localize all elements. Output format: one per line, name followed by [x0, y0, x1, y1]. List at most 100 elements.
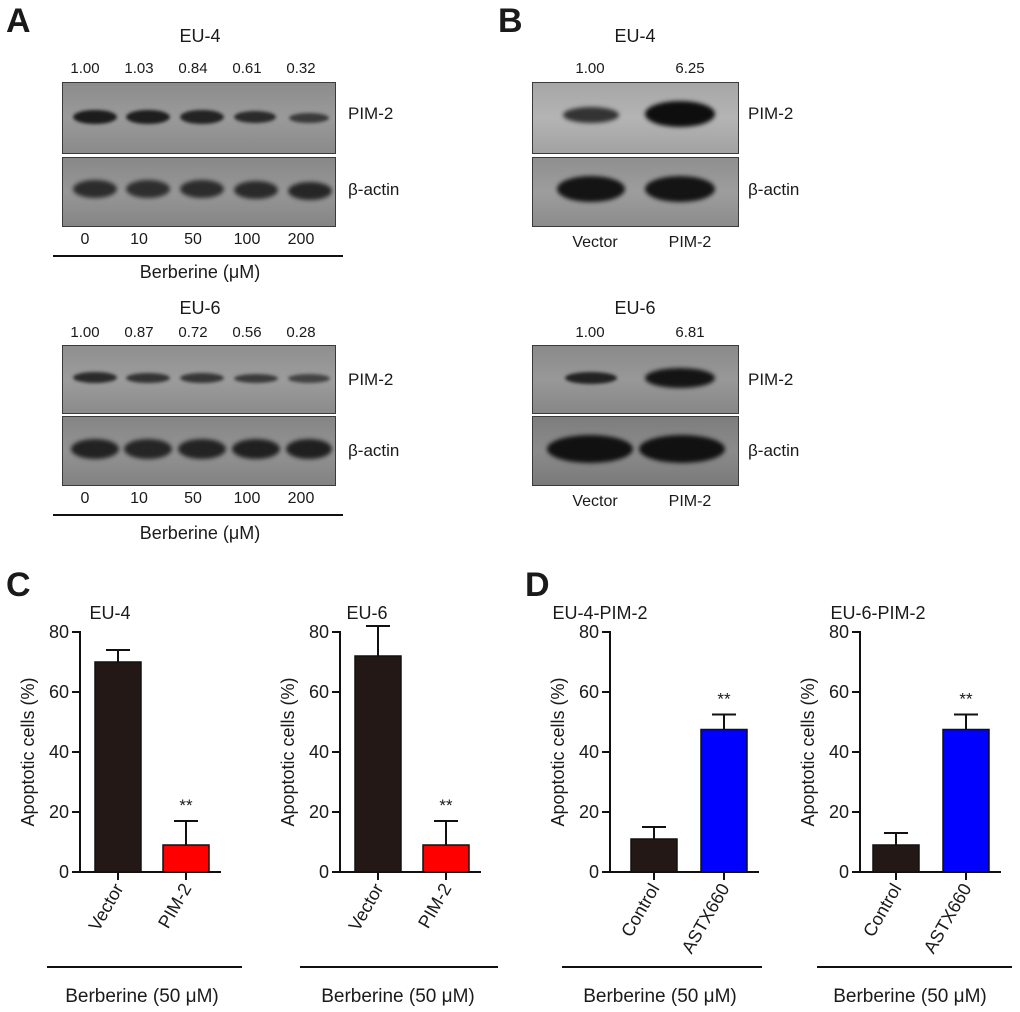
chart-title: EU-4: [89, 603, 130, 623]
chart-title: EU-4-PIM-2: [552, 603, 647, 623]
x-caption: Berberine (50 μM): [65, 986, 219, 1007]
x-tick-label: ASTX660: [678, 880, 734, 957]
bar-chart-eu6: EU-6 0 20 40 60 80 Apoptotic cells (%) Vector **…: [278, 603, 498, 1007]
x-tick-label: Vector: [85, 880, 128, 934]
y-tick-label: 60: [49, 682, 69, 702]
panel-letter-d: D: [525, 566, 550, 604]
significance-marker: **: [179, 796, 193, 815]
bar-chart-eu4: EU-4 0 20 40 60 80 Apoptotic cells (%) Vector **…: [18, 603, 242, 1007]
dose-label: 50: [184, 231, 202, 248]
y-tick-label: 0: [59, 862, 69, 882]
ratio: 0.61: [232, 60, 262, 77]
y-axis-label: Apoptotic cells (%): [548, 677, 568, 826]
dose-label: 0: [80, 490, 90, 507]
y-tick-label: 0: [589, 862, 599, 882]
y-tick-label: 20: [829, 802, 849, 822]
y-tick-label: 80: [829, 622, 849, 642]
y-tick-label: 20: [309, 802, 329, 822]
y-tick-label: 40: [49, 742, 69, 762]
dose-label: 100: [233, 231, 261, 248]
y-tick-label: 20: [579, 802, 599, 822]
chart-title: EU-6: [346, 603, 387, 623]
ratio: 1.00: [70, 60, 100, 77]
y-tick-label: 40: [309, 742, 329, 762]
dose-label: 0: [80, 231, 90, 248]
y-tick-label: 20: [49, 802, 69, 822]
x-tick-label: Control: [859, 880, 905, 940]
blot-b2-pim2: [532, 345, 739, 414]
blot-b2-title: EU-6: [614, 298, 656, 318]
ratio: 0.28: [286, 324, 316, 341]
x-tick-label: Vector: [345, 880, 388, 934]
panel-letter-b: B: [498, 2, 523, 40]
blot-b1-pim2-label: PIM-2: [748, 104, 794, 123]
y-tick-label: 60: [579, 682, 599, 702]
bar: [162, 844, 210, 873]
divider-line: [53, 255, 343, 257]
significance-marker: **: [439, 796, 453, 815]
blot-b1-pim2: [532, 82, 739, 154]
bar: [422, 844, 470, 873]
blot-b1-title: EU-4: [614, 26, 656, 46]
bar: [630, 838, 678, 873]
dose-label: 50: [184, 490, 202, 507]
blot-a1-actin: [62, 157, 336, 227]
blot-a1-pim2-label: PIM-2: [348, 104, 394, 123]
ratio: 0.32: [286, 60, 316, 77]
significance-marker: **: [959, 690, 973, 709]
y-tick-label: 40: [579, 742, 599, 762]
y-tick-label: 80: [579, 622, 599, 642]
blot-a2-treatment: Berberine (μM): [139, 523, 261, 543]
lane-label: Vector: [572, 234, 618, 251]
divider-line: [53, 514, 343, 516]
blot-a1-title: EU-4: [179, 26, 221, 46]
y-tick-label: 60: [829, 682, 849, 702]
ratio: 6.25: [675, 60, 705, 77]
ratio: 1.00: [575, 324, 605, 341]
blot-a1-treatment: Berberine (μM): [139, 262, 261, 282]
blot-a2-actin: [62, 416, 336, 486]
y-tick-label: 0: [319, 862, 329, 882]
chart-title: EU-6-PIM-2: [830, 603, 925, 623]
y-tick-label: 60: [309, 682, 329, 702]
ratio: 0.72: [178, 324, 208, 341]
x-tick-label: PIM-2: [414, 880, 455, 932]
blot-a2-actin-label: β-actin: [348, 441, 400, 460]
y-axis-label: Apoptotic cells (%): [18, 677, 38, 826]
bar: [872, 844, 920, 873]
x-tick-label: Control: [617, 880, 663, 940]
blot-b2-pim2-label: PIM-2: [748, 370, 794, 389]
ratio: 1.00: [575, 60, 605, 77]
ratio: 1.03: [124, 60, 154, 77]
ratio: 0.87: [124, 324, 154, 341]
bar: [354, 655, 402, 873]
bar: [942, 728, 990, 873]
dose-label: 200: [287, 231, 315, 248]
ratio: 6.81: [675, 324, 705, 341]
panel-letter-a: A: [6, 2, 31, 40]
blot-a2-title: EU-6: [179, 298, 221, 318]
x-caption: Berberine (50 μM): [583, 986, 737, 1007]
dose-label: 10: [130, 490, 148, 507]
bar-chart-eu4-pim2: EU-4-PIM-2 0 20 40 60 80 Apoptotic cells (%) Co…: [548, 603, 762, 1007]
bar-chart-eu6-pim2: EU-6-PIM-2 0 20 40 60 80 Apoptotic cells (%) Co…: [798, 603, 1012, 1007]
dose-label: 10: [130, 231, 148, 248]
bar: [700, 728, 748, 873]
y-tick-label: 80: [49, 622, 69, 642]
ratio: 0.56: [232, 324, 262, 341]
blot-a1-pim2: [62, 82, 336, 154]
blot-a2-pim2: [62, 345, 336, 414]
blot-b2-actin: [532, 416, 739, 486]
y-tick-label: 40: [829, 742, 849, 762]
ratio: 0.84: [178, 60, 208, 77]
dose-label: 100: [233, 490, 261, 507]
blot-b1-actin: [532, 157, 739, 227]
dose-label: 200: [287, 490, 315, 507]
blot-a2-pim2-label: PIM-2: [348, 370, 394, 389]
lane-label: PIM-2: [668, 493, 712, 510]
x-tick-label: PIM-2: [154, 880, 195, 932]
y-axis-label: Apoptotic cells (%): [798, 677, 818, 826]
ratio: 1.00: [70, 324, 100, 341]
x-caption: Berberine (50 μM): [321, 986, 475, 1007]
blot-b2-actin-label: β-actin: [748, 441, 800, 460]
